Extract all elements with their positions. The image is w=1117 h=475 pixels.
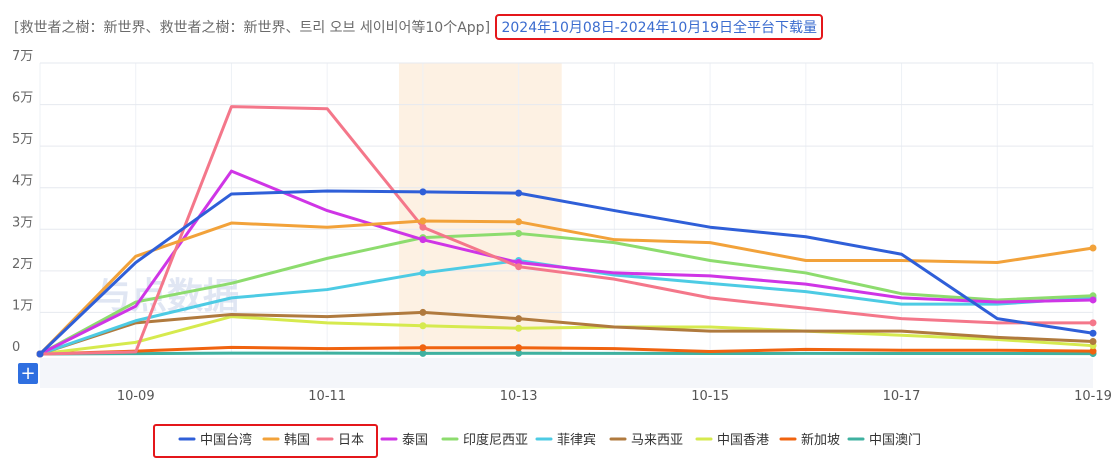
y-tick-label: 3万 [12,215,33,230]
data-point [419,269,427,277]
data-point [419,308,427,316]
legend-label: 印度尼西亚 [463,432,528,448]
data-point [419,344,427,352]
series-line [38,231,1095,356]
legend-label: 中国台湾 [200,432,252,448]
data-point [419,349,427,357]
series-line [38,169,1095,356]
data-point [1089,244,1097,252]
series-line [38,105,1095,356]
x-tick-label: 10-15 [691,389,729,404]
y-tick-label: 6万 [12,91,33,106]
data-point [36,350,44,358]
data-point [419,223,427,231]
y-tick-label: 2万 [12,257,33,272]
title-date-range: 2024年10月08日-2024年10月19日全平台下载量 [495,14,824,40]
legend-highlight-box [153,424,378,458]
legend-label: 马来西亚 [631,433,683,448]
y-tick-label: 4万 [12,174,33,189]
legend-label: 中国香港 [717,433,769,448]
series-line [38,351,1095,356]
highlight-band [398,63,562,354]
series-line [38,219,1095,356]
series-line [38,310,1095,356]
data-point [515,189,523,197]
y-tick-label: 1万 [12,298,33,313]
chart-title: [救世者之樹：新世界、救世者之樹：新世界、트리 오브 세이비어等10个App] … [14,14,824,40]
data-point [1089,329,1097,337]
series-line [38,345,1095,356]
data-point [515,218,523,226]
x-tick-label: 10-13 [500,389,538,404]
data-point [419,322,427,330]
y-tick-label: 5万 [12,132,33,147]
series-line [38,189,1095,356]
legend-label: 新加坡 [801,432,840,448]
legend-label: 日本 [338,433,364,448]
title-apps: [救世者之樹：新世界、救世者之樹：新世界、트리 오브 세이비어等10个App] [14,20,491,36]
series-line [38,258,1095,356]
data-point [419,236,427,244]
navigator-strip [40,358,1093,388]
data-point [1089,296,1097,304]
y-tick-label: 7万 [12,49,33,64]
x-tick-label: 10-11 [308,389,346,404]
legend-label: 菲律宾 [557,432,596,448]
data-point [419,188,427,196]
data-point [1089,338,1097,346]
x-tick-label: 10-09 [117,389,155,404]
data-point [515,263,523,271]
data-point [515,229,523,237]
legend-label: 中国澳门 [869,432,921,448]
data-point [1089,347,1097,355]
data-point [515,344,523,352]
series-line [38,315,1095,356]
add-button[interactable]: + [18,363,38,384]
legend: 中国台湾 韩国 日本 泰国 印度尼西亚 菲律宾 马来西亚 中国香港 新加坡 中国澳门 [178,432,921,448]
legend-label: 韩国 [284,433,310,448]
x-tick-label: 10-17 [883,389,921,404]
data-point [515,324,523,332]
data-point [419,217,427,225]
x-tick-label: 10-19 [1074,389,1112,404]
legend-label: 泰国 [402,433,428,448]
data-point [515,315,523,323]
y-tick-label: 0 [12,340,20,355]
data-point [515,349,523,357]
data-point [1089,319,1097,327]
